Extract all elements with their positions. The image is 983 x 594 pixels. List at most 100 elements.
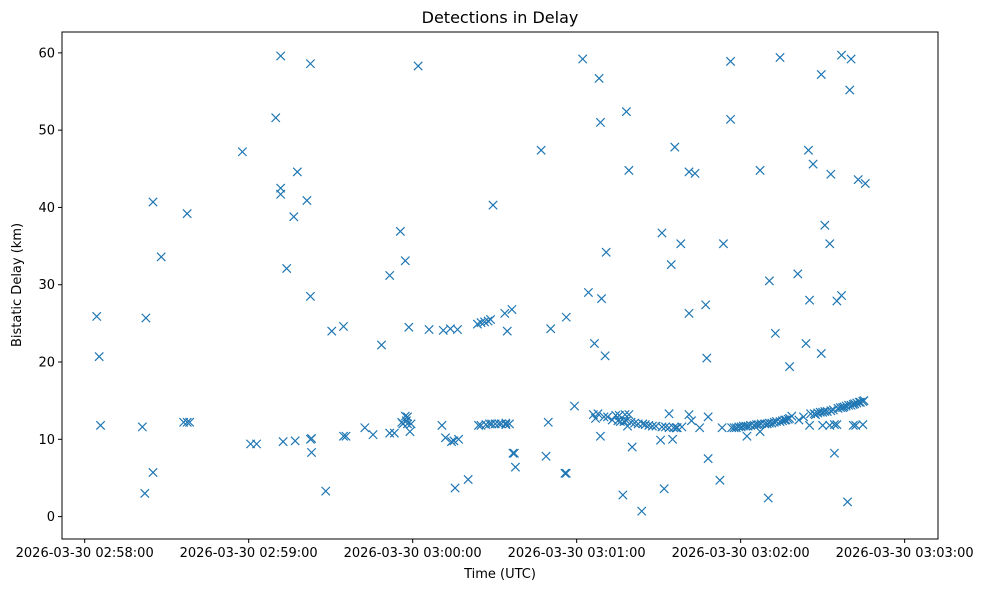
data-point-marker [801,338,811,349]
data-point-marker [822,406,832,417]
data-point-marker [626,417,636,427]
plot-area-frame [61,31,939,540]
x-axis-label: Time (UTC) [463,567,536,582]
data-point-marker [798,412,809,422]
data-point-marker [829,448,840,458]
data-point-marker [305,59,316,69]
data-point-marker [593,409,603,419]
data-point-marker [148,197,158,207]
data-point-marker [690,168,700,179]
data-point-marker [306,433,317,444]
data-point-marker [826,169,836,179]
y-tick-label: 40 [38,201,55,216]
data-point-marker [846,54,856,64]
data-point-marker [725,56,736,66]
data-point-marker [395,226,405,237]
data-point-marker [829,419,840,430]
data-point-marker [845,85,855,95]
data-point-marker [450,483,460,493]
data-point-marker [463,474,473,485]
data-point-marker [770,328,780,339]
data-point-marker [647,421,658,431]
data-point-marker [276,189,286,199]
data-point-marker [305,291,316,301]
data-point-marker [561,312,571,322]
data-point-marker [659,484,669,494]
data-point-marker [676,239,686,249]
data-point-marker [637,506,647,516]
data-point-marker [793,269,803,279]
data-point-marker [684,167,694,177]
data-point-marker [601,247,611,257]
data-point-marker [404,322,414,332]
data-points [92,50,870,516]
y-tick-label: 0 [47,510,55,525]
data-point-marker [764,276,774,286]
data-point-marker [660,422,671,432]
data-point-marker [629,418,640,428]
data-point-marker [402,419,413,429]
data-point-marker [684,409,694,420]
data-point-marker [185,417,195,427]
data-point-marker [826,406,836,416]
x-tick-label: 2026-03-30 03:00:00 [344,546,482,561]
data-point-marker [237,147,248,157]
data-point-marker [424,324,434,335]
data-point-marker [385,428,395,438]
data-point-marker [251,439,262,449]
data-point-marker [600,351,610,361]
data-point-marker [292,167,302,177]
data-point-marker [182,208,192,219]
data-point-marker [546,324,556,334]
data-point-marker [440,433,451,443]
data-point-marker [290,436,300,446]
data-point-marker [621,106,632,117]
data-point-marker [742,431,752,441]
data-point-marker [836,50,847,60]
data-point-marker [501,419,511,430]
data-point-marker [543,417,553,427]
data-point-marker [715,475,725,485]
data-point-marker [784,362,795,372]
data-point-marker [595,431,606,441]
axis-ticks: 2026-03-30 02:58:00 2026-03-30 02:59:00 20… [16,46,974,561]
data-point-marker [368,430,378,440]
data-point-marker [657,228,667,238]
data-point-marker [701,300,711,310]
data-point-marker [376,340,387,350]
data-point-marker [808,159,818,169]
data-point-marker [638,419,648,429]
data-point-marker [156,252,166,262]
data-point-marker [141,313,151,323]
data-point-marker [655,435,666,445]
data-point-marker [624,409,634,420]
data-point-marker [92,311,102,322]
data-point-marker [504,419,515,429]
data-point-marker [820,220,830,230]
data-point-marker [590,413,601,424]
data-point-marker [667,434,678,444]
data-point-marker [278,436,288,447]
data-point-marker [289,212,299,222]
data-point-marker [483,316,493,326]
data-point-marker [852,398,862,408]
y-tick-label: 10 [38,433,55,448]
data-point-marker [140,488,150,499]
data-point-marker [695,423,705,433]
data-point-marker [775,52,785,63]
data-point-marker [541,451,551,461]
data-point-marker [327,326,337,336]
data-point-marker [825,239,835,249]
data-point-marker [446,436,457,447]
data-point-marker [599,412,609,422]
data-point-marker [859,396,869,406]
data-point-marker [702,353,712,363]
data-point-marker [578,54,588,64]
data-point-marker [777,416,788,426]
data-point-marker [666,260,676,270]
x-tick-label: 2026-03-30 02:58:00 [16,546,154,561]
data-point-marker [402,412,413,422]
data-point-marker [473,420,484,431]
data-point-marker [664,423,674,433]
data-point-marker [816,348,826,359]
